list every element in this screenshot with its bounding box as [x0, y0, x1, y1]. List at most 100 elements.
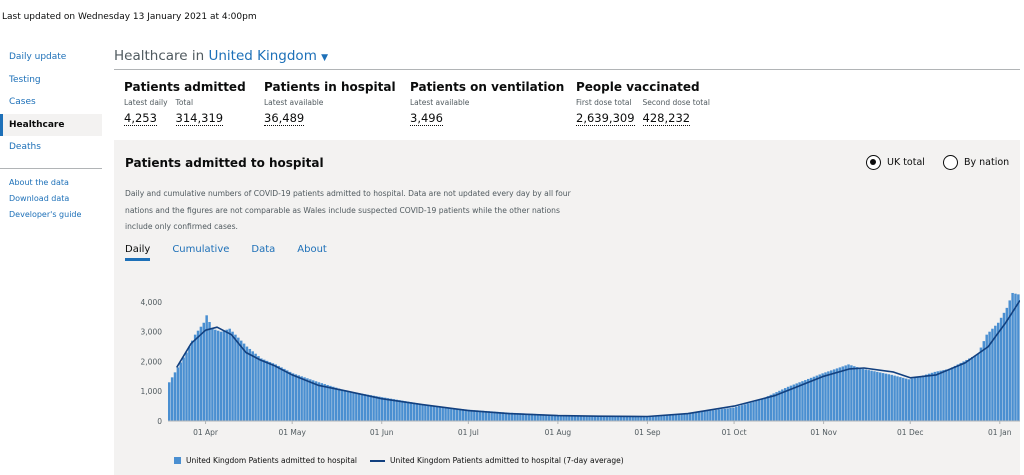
chart-bar [821, 373, 824, 421]
sidebar-item-cases[interactable]: Cases [9, 97, 36, 107]
metric-value[interactable]: 2,639,309 [576, 111, 635, 126]
chart-bar [850, 365, 853, 421]
chart-bar [648, 416, 652, 421]
sidebar-item-testing[interactable]: Testing [9, 74, 41, 85]
chart-bar [683, 413, 686, 421]
chart-bar [389, 398, 393, 421]
sidebar-item-daily-update[interactable]: Daily update [9, 52, 67, 62]
chart-bar [706, 410, 709, 421]
chart-bar [614, 416, 617, 421]
metric-latest-available: Latest available 36,489 [264, 98, 323, 126]
chart-bar [798, 382, 801, 421]
chart-bar [536, 414, 539, 421]
chart-bar [415, 403, 419, 421]
chart-bar [421, 404, 424, 421]
chart-bar [219, 331, 223, 421]
chart-bar [412, 402, 416, 421]
chart-bar [381, 397, 384, 421]
chart-bar [746, 403, 750, 421]
chart-bar [173, 372, 177, 421]
area-selector[interactable]: United Kingdom [208, 48, 317, 64]
chart-bar [372, 395, 375, 421]
chart-bar [470, 409, 473, 421]
headline-title: Patients in hospital [264, 80, 396, 94]
chart-bar [971, 356, 974, 421]
radio-unselected-icon[interactable] [943, 155, 958, 170]
chart-bar [930, 372, 934, 421]
metric-value[interactable]: 4,253 [124, 111, 157, 126]
chart-bar [760, 398, 764, 421]
chart-bar [450, 408, 453, 421]
chart-bar [216, 330, 220, 421]
chart-bar [913, 377, 916, 421]
chart-bar [910, 378, 914, 421]
chart-bar [288, 371, 292, 421]
chart-bar [962, 361, 965, 421]
chart-bar [591, 416, 594, 421]
chart-bar [349, 391, 352, 421]
y-tick-label: 1,000 [141, 387, 163, 396]
sidebar-item-healthcare[interactable]: Healthcare [0, 113, 102, 136]
chart-bar [904, 378, 908, 421]
chart-bar [942, 370, 945, 421]
chart-bar [729, 407, 732, 421]
radio-uk-total[interactable]: UK total [866, 155, 925, 170]
chart-bar [965, 359, 968, 421]
metric-value[interactable]: 428,232 [642, 111, 691, 126]
chart-bar [438, 406, 442, 421]
chart-bar [982, 341, 986, 421]
tab-about[interactable]: About [297, 244, 327, 255]
chart-bar [890, 374, 893, 421]
tab-data[interactable]: Data [251, 244, 276, 255]
chart-bar [441, 407, 444, 421]
chart-bar [286, 370, 289, 421]
chart-bar [876, 371, 879, 421]
y-tick-label: 4,000 [141, 298, 163, 307]
chart-bar [703, 411, 706, 421]
chart-bar [617, 416, 620, 421]
developers-guide-link[interactable]: Developer's guide [9, 209, 82, 219]
sidebar-divider [0, 167, 102, 169]
chevron-down-icon[interactable]: ▼ [321, 53, 329, 63]
page-title-prefix: Healthcare in [114, 48, 205, 64]
download-data-link[interactable]: Download data [9, 193, 70, 203]
chart-bar [527, 413, 531, 421]
chart-bar [594, 416, 597, 421]
card-title: Patients admitted to hospital [125, 156, 324, 170]
chart-bar [783, 388, 787, 421]
chart-bar [769, 394, 773, 421]
about-the-data-link[interactable]: About the data [9, 177, 69, 187]
chart-bar [496, 411, 499, 421]
chart-bar [634, 416, 637, 421]
chart-bar [608, 416, 611, 421]
chart-bar [300, 376, 303, 421]
chart-bar [395, 399, 398, 421]
x-tick-label: 01 Jul [458, 428, 479, 437]
metric-value[interactable]: 314,319 [175, 111, 224, 126]
chart-bar [625, 416, 629, 421]
radio-selected-icon[interactable] [866, 155, 881, 170]
chart-bar [208, 322, 211, 421]
page-title: Healthcare in United Kingdom ▼ [114, 48, 328, 64]
chart-bar [735, 406, 738, 421]
metric-value[interactable]: 3,496 [410, 111, 443, 126]
chart-bar [424, 404, 427, 421]
tab-daily[interactable]: Daily [125, 244, 151, 261]
chart-bar [1014, 293, 1017, 421]
radio-by-nation[interactable]: By nation [943, 155, 1009, 170]
chart-bar [1008, 300, 1011, 421]
chart-bar [375, 396, 378, 421]
metric-value[interactable]: 36,489 [264, 111, 305, 126]
chart-bar [999, 317, 1003, 421]
tab-cumulative[interactable]: Cumulative [172, 244, 230, 255]
chart-bar [709, 410, 712, 421]
chart-bar [714, 409, 718, 421]
chart-bar [542, 414, 545, 421]
chart-bar [191, 340, 194, 421]
chart-bar [726, 408, 729, 421]
chart-bar [847, 364, 850, 421]
sidebar-item-deaths[interactable]: Deaths [9, 142, 41, 152]
chart-bar [988, 331, 991, 421]
chart-bar [478, 410, 482, 421]
x-tick-label: 01 Nov [810, 428, 837, 437]
